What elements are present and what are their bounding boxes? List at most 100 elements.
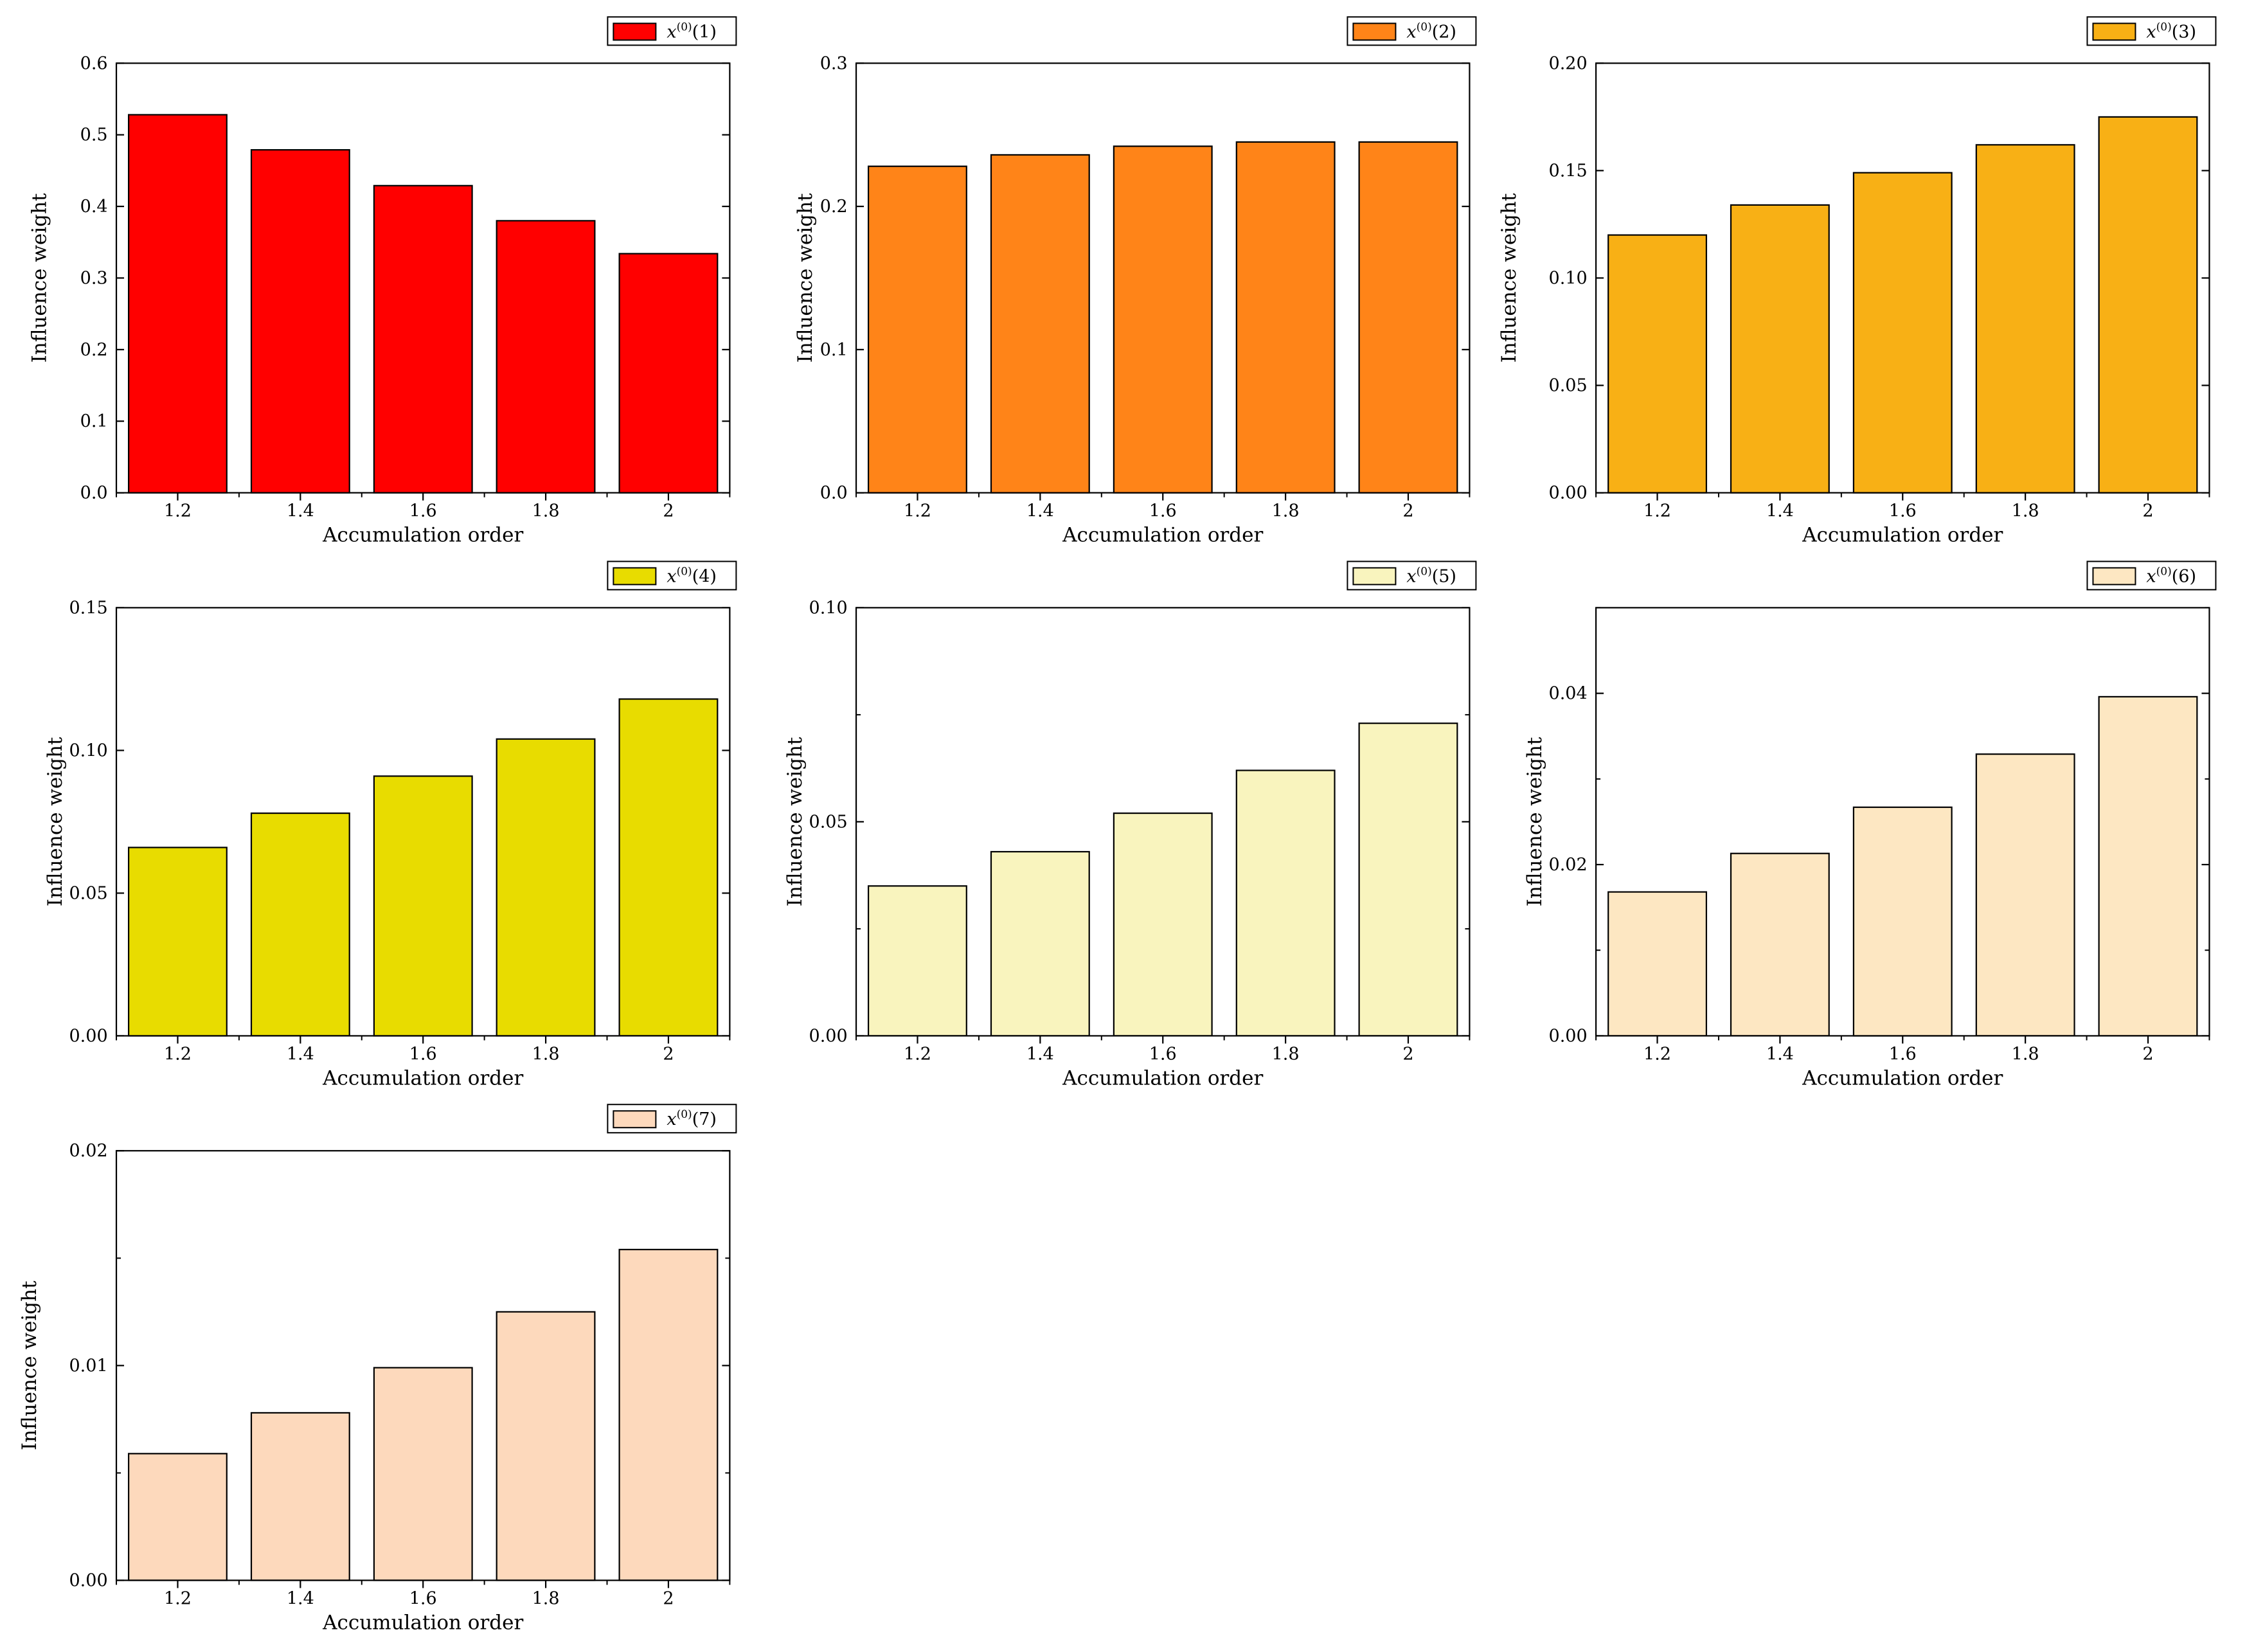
y-tick-label: 0.00 (69, 1026, 108, 1046)
legend-label: x(0)(4) (667, 565, 717, 586)
x-tick-label: 2 (1402, 1044, 1413, 1064)
bar-1.2: 1.2: 0.0168 (1607, 891, 1707, 1037)
y-tick-label: 0.4 (80, 197, 108, 217)
x-tick-label: 1.6 (1149, 1044, 1177, 1064)
bar-2: 2: 0.0154 (618, 1248, 719, 1581)
x-tick-label: 1.8 (532, 1589, 560, 1609)
legend-swatch (1352, 567, 1397, 586)
y-tick-label: 0.00 (809, 1026, 848, 1046)
x-tick-label: 2 (663, 501, 674, 521)
x-tick-label: 1.2 (164, 1589, 192, 1609)
chart-panel-2: 1.2: 0.2281.4: 0.2361.6: 0.2421.8: 0.245… (794, 16, 1477, 547)
bar-1.4: 1.4: 0.479 (250, 149, 350, 494)
legend: x(0)(7) (607, 1104, 737, 1134)
legend: x(0)(2) (1347, 16, 1477, 46)
legend-swatch (1352, 22, 1397, 41)
x-tick-label: 1.4 (1766, 501, 1794, 521)
chart-panel-3: 1.2: 0.121.4: 0.1341.6: 0.1491.8: 0.1622… (1498, 16, 2217, 547)
chart-panel-1: 1.2: 0.5281.4: 0.4791.6: 0.4291.8: 0.382… (28, 16, 737, 547)
y-tick-label: 0.10 (1549, 268, 1588, 288)
legend: x(0)(4) (607, 561, 737, 591)
y-tick-label: 0.15 (1549, 161, 1588, 181)
x-tick-label: 1.2 (1643, 1044, 1671, 1064)
legend-label: x(0)(6) (2146, 565, 2196, 586)
y-tick-label: 0.00 (1549, 1026, 1588, 1046)
x-tick-label: 1.8 (532, 501, 560, 521)
x-axis-label: Accumulation order (1802, 1066, 2003, 1090)
chart-panel-5: 1.2: 0.0351.4: 0.0431.6: 0.0521.8: 0.062… (783, 561, 1477, 1090)
bar-1.4: 1.4: 0.134 (1730, 204, 1830, 494)
y-tick-label: 0.00 (69, 1571, 108, 1591)
x-tick-label: 2 (663, 1589, 674, 1609)
legend-label: x(0)(5) (1406, 565, 1456, 586)
bar-1.2: 1.2: 0.228 (867, 165, 967, 494)
y-tick-label: 0.05 (809, 812, 848, 832)
bar-1.2: 1.2: 0.066 (128, 847, 228, 1037)
y-tick-label: 0.3 (80, 268, 108, 288)
legend-swatch (613, 1110, 657, 1129)
x-tick-label: 1.6 (409, 1044, 437, 1064)
x-axis-label: Accumulation order (1062, 524, 1263, 547)
y-tick-label: 0.05 (69, 883, 108, 903)
bar-1.4: 1.4: 0.0213 (1730, 852, 1830, 1037)
y-axis-label: Influence weight (28, 193, 51, 363)
bar-1.6: 1.6: 0.052 (1113, 812, 1213, 1037)
x-tick-label: 1.4 (287, 1589, 314, 1609)
x-tick-label: 1.4 (1026, 1044, 1054, 1064)
chart-panel-4: 1.2: 0.0661.4: 0.0781.6: 0.0911.8: 0.104… (44, 561, 737, 1090)
chart-panel-6: 1.2: 0.01681.4: 0.02131.6: 0.02671.8: 0.… (1523, 561, 2217, 1090)
y-tick-label: 0.10 (809, 598, 848, 618)
y-tick-label: 0.3 (820, 53, 848, 73)
legend-label: x(0)(2) (1406, 21, 1456, 42)
legend-label: x(0)(7) (667, 1108, 717, 1129)
x-tick-label: 1.8 (532, 1044, 560, 1064)
x-tick-label: 1.4 (287, 501, 314, 521)
y-tick-label: 0.2 (820, 197, 848, 217)
x-tick-label: 1.2 (904, 501, 931, 521)
bar-1.8: 1.8: 0.0125 (496, 1311, 596, 1581)
bar-2: 2: 0.334 (618, 253, 719, 494)
x-tick-label: 1.4 (1766, 1044, 1794, 1064)
x-axis-label: Accumulation order (322, 1612, 523, 1635)
bar-1.8: 1.8: 0.104 (496, 738, 596, 1037)
y-axis-label: Influence weight (1523, 737, 1546, 906)
bar-1.6: 1.6: 0.429 (373, 184, 473, 494)
x-tick-label: 1.6 (409, 1589, 437, 1609)
legend-swatch (613, 567, 657, 586)
x-tick-label: 1.6 (1889, 501, 1917, 521)
chart-panel-7: 1.2: 0.00591.4: 0.00781.6: 0.00991.8: 0.… (18, 1104, 737, 1635)
y-tick-label: 0.10 (69, 741, 108, 760)
bar-1.6: 1.6: 0.149 (1852, 172, 1953, 494)
bar-1.2: 1.2: 0.12 (1607, 234, 1707, 494)
bar-1.4: 1.4: 0.078 (250, 812, 350, 1037)
y-tick-label: 0.02 (1549, 855, 1588, 875)
y-tick-label: 0.5 (80, 125, 108, 145)
bar-1.4: 1.4: 0.0078 (250, 1412, 350, 1581)
bar-2: 2: 0.245 (1358, 141, 1458, 494)
x-tick-label: 2 (1402, 501, 1413, 521)
y-tick-label: 0.01 (69, 1356, 108, 1376)
bar-2: 2: 0.118 (618, 698, 719, 1037)
x-tick-label: 1.4 (1026, 501, 1054, 521)
x-tick-label: 1.2 (904, 1044, 931, 1064)
bar-1.2: 1.2: 0.0059 (128, 1453, 228, 1581)
legend: x(0)(1) (607, 16, 737, 46)
legend-label: x(0)(3) (2146, 21, 2196, 42)
x-tick-label: 2 (663, 1044, 674, 1064)
x-tick-label: 1.2 (1643, 501, 1671, 521)
y-axis-label: Influence weight (794, 193, 817, 363)
legend-swatch (2092, 22, 2136, 41)
bar-1.8: 1.8: 0.38 (496, 220, 596, 494)
x-axis-label: Accumulation order (1802, 524, 2003, 547)
y-tick-label: 0.1 (80, 411, 108, 431)
bar-1.6: 1.6: 0.0099 (373, 1367, 473, 1581)
y-tick-label: 0.04 (1549, 684, 1588, 704)
x-tick-label: 1.6 (1149, 501, 1177, 521)
y-axis-label: Influence weight (44, 737, 67, 906)
x-tick-label: 1.6 (1889, 1044, 1917, 1064)
y-tick-label: 0.0 (80, 483, 108, 503)
x-tick-label: 1.8 (2012, 501, 2039, 521)
y-axis-label: Influence weight (783, 737, 807, 906)
x-tick-label: 1.2 (164, 1044, 192, 1064)
